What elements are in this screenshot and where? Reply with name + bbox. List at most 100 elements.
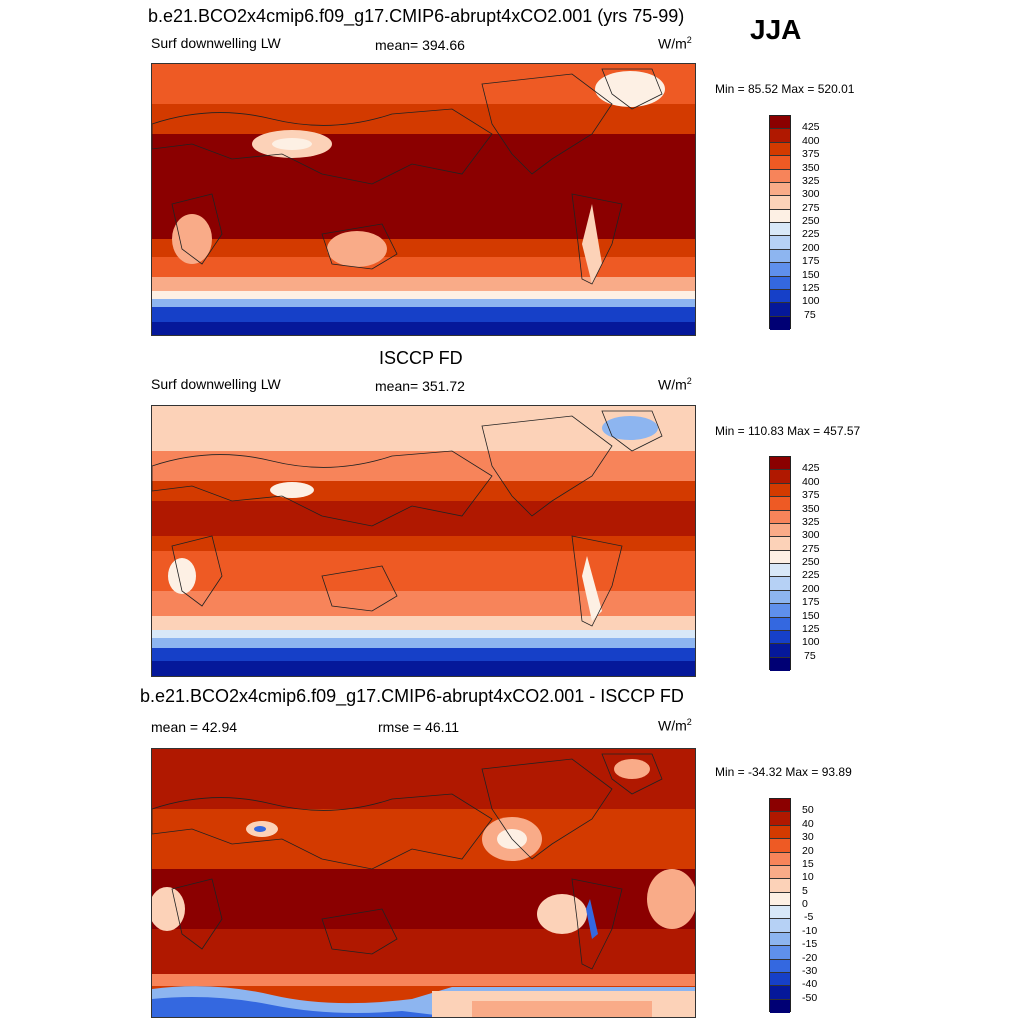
colorbar-swatch xyxy=(770,865,790,880)
colorbar-swatch xyxy=(770,510,790,524)
panel2-map xyxy=(151,405,696,677)
colorbar-swatch xyxy=(770,577,790,591)
colorbar-swatch xyxy=(770,852,790,866)
colorbar-tick-label: 175 xyxy=(802,255,820,268)
colorbar-tick-label: -10 xyxy=(802,924,818,937)
colorbar-swatch xyxy=(770,550,790,564)
colorbar-swatch xyxy=(770,209,790,223)
colorbar-swatch xyxy=(770,276,790,290)
colorbar-swatch xyxy=(770,919,790,933)
colorbar-swatch xyxy=(770,263,790,277)
panel3-units: W/m2 xyxy=(658,717,692,734)
colorbar-tick-label: 30 xyxy=(802,831,814,844)
panel1-mean-label: mean= 394.66 xyxy=(375,37,465,53)
colorbar-swatch xyxy=(770,289,790,304)
colorbar-swatch xyxy=(770,879,790,893)
colorbar-tick-label: 125 xyxy=(802,622,820,635)
colorbar-swatch xyxy=(770,644,790,658)
panel1-colorbar xyxy=(769,115,791,330)
panel2-units: W/m2 xyxy=(658,376,692,393)
colorbar-tick-label: -30 xyxy=(802,964,818,977)
colorbar-tick-label: 75 xyxy=(804,308,816,321)
colorbar-swatch xyxy=(770,303,790,317)
colorbar-swatch xyxy=(770,839,790,853)
colorbar-swatch xyxy=(770,156,790,170)
colorbar-tick-label: -40 xyxy=(802,978,818,991)
colorbar-tick-label: 100 xyxy=(802,295,820,308)
colorbar-swatch xyxy=(770,799,790,813)
panel3-colorbar xyxy=(769,798,791,1013)
colorbar-swatch xyxy=(770,316,790,330)
panel2-minmax: Min = 110.83 Max = 457.57 xyxy=(715,424,861,438)
colorbar-swatch xyxy=(770,223,790,237)
colorbar-swatch xyxy=(770,590,790,605)
colorbar-tick-label: 150 xyxy=(802,268,820,281)
colorbar-swatch xyxy=(770,236,790,250)
colorbar-tick-label: 100 xyxy=(802,636,820,649)
colorbar-swatch xyxy=(770,617,790,631)
colorbar-tick-label: 275 xyxy=(802,201,820,214)
colorbar-swatch xyxy=(770,457,790,471)
colorbar-tick-label: 75 xyxy=(804,649,816,662)
colorbar-tick-label: 225 xyxy=(802,569,820,582)
panel1-title: b.e21.BCO2x4cmip6.f09_g17.CMIP6-abrupt4x… xyxy=(148,6,685,26)
colorbar-tick-label: 200 xyxy=(802,582,820,595)
panel2-variable-label: Surf downwelling LW xyxy=(151,376,281,392)
colorbar-swatch xyxy=(770,825,790,840)
colorbar-tick-label: 425 xyxy=(802,121,820,134)
colorbar-tick-label: 250 xyxy=(802,556,820,568)
colorbar-swatch xyxy=(770,892,790,906)
colorbar-swatch xyxy=(770,932,790,947)
panel1-units: W/m2 xyxy=(658,35,692,52)
colorbar-tick-label: -50 xyxy=(802,991,818,1004)
colorbar-tick-label: 200 xyxy=(802,241,820,254)
colorbar-swatch xyxy=(770,959,790,973)
colorbar-tick-label: 375 xyxy=(802,489,820,502)
colorbar-swatch xyxy=(770,483,790,498)
colorbar-swatch xyxy=(770,497,790,511)
colorbar-tick-label: 15 xyxy=(802,857,814,870)
colorbar-tick-label: 150 xyxy=(802,609,820,622)
colorbar-swatch xyxy=(770,142,790,157)
colorbar-swatch xyxy=(770,116,790,130)
colorbar-tick-label: 350 xyxy=(802,161,820,174)
colorbar-tick-label: 0 xyxy=(802,898,808,910)
panel3-title: b.e21.BCO2x4cmip6.f09_g17.CMIP6-abrupt4x… xyxy=(140,686,684,706)
panel3-rmse-label: rmse = 46.11 xyxy=(378,719,460,735)
colorbar-tick-label: -5 xyxy=(804,911,814,924)
colorbar-swatch xyxy=(770,182,790,197)
colorbar-swatch xyxy=(770,972,790,987)
colorbar-swatch xyxy=(770,196,790,210)
colorbar-tick-label: -20 xyxy=(802,951,818,964)
colorbar-swatch xyxy=(770,946,790,960)
colorbar-swatch xyxy=(770,129,790,143)
panel2-colorbar xyxy=(769,456,791,671)
colorbar-tick-label: 225 xyxy=(802,228,820,241)
season-label: JJA xyxy=(750,14,802,45)
colorbar-tick-label: 300 xyxy=(802,188,820,201)
colorbar-swatch xyxy=(770,564,790,578)
colorbar-tick-label: 300 xyxy=(802,529,820,542)
colorbar-swatch xyxy=(770,986,790,1000)
panel2-title: ISCCP FD xyxy=(379,348,463,368)
panel1-variable-label: Surf downwelling LW xyxy=(151,35,281,51)
colorbar-swatch xyxy=(770,999,790,1013)
colorbar-swatch xyxy=(770,537,790,551)
colorbar-tick-label: 20 xyxy=(802,844,814,857)
colorbar-tick-label: -15 xyxy=(802,938,818,951)
colorbar-tick-label: 350 xyxy=(802,502,820,515)
colorbar-swatch xyxy=(770,169,790,183)
colorbar-tick-label: 50 xyxy=(802,804,814,817)
colorbar-tick-label: 40 xyxy=(802,817,814,830)
colorbar-tick-label: 425 xyxy=(802,462,820,475)
colorbar-tick-label: 400 xyxy=(802,134,820,147)
colorbar-swatch xyxy=(770,630,790,645)
panel3-mean-label: mean = 42.94 xyxy=(151,719,238,735)
panel3-map xyxy=(151,748,696,1018)
colorbar-swatch xyxy=(770,812,790,826)
colorbar-tick-label: 375 xyxy=(802,148,820,161)
colorbar-tick-label: 5 xyxy=(802,884,808,897)
colorbar-tick-label: 325 xyxy=(802,515,820,528)
panel1-minmax: Min = 85.52 Max = 520.01 xyxy=(715,82,855,96)
colorbar-tick-label: 250 xyxy=(802,215,820,227)
